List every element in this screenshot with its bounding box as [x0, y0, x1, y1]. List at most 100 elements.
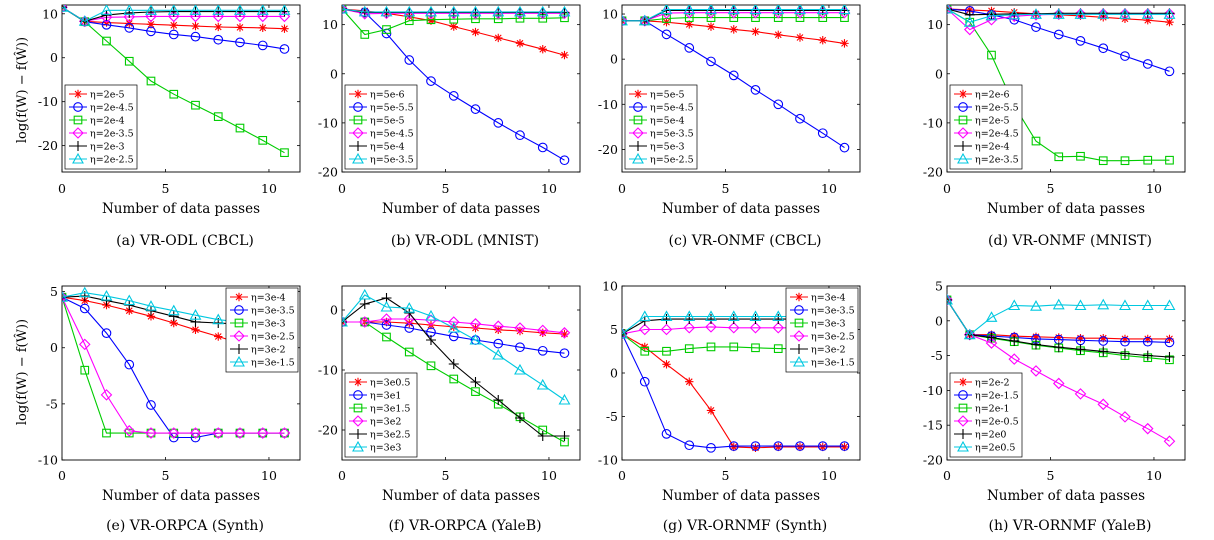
series-line — [622, 20, 845, 149]
legend-marker — [72, 127, 84, 139]
data-point — [750, 314, 761, 325]
data-point — [214, 332, 223, 341]
data-point — [1163, 435, 1176, 447]
legend-entry: η=3e-2 — [251, 344, 286, 355]
data-point — [234, 427, 246, 439]
data-point — [492, 348, 505, 360]
data-point — [403, 302, 416, 313]
data-point — [838, 5, 851, 15]
legend-marker — [353, 115, 363, 125]
legend-entry: η=2e-3.5 — [975, 154, 1019, 165]
data-point — [1142, 59, 1153, 69]
data-point — [191, 21, 200, 31]
x-tick-label: 10 — [821, 468, 837, 483]
data-point — [1054, 152, 1064, 162]
x-tick-label: 10 — [261, 468, 277, 483]
data-point — [774, 30, 783, 39]
chart-panel: 0 5 10 -20 -10 0 η=3e0.5 η=3e1 η=3e1.5 η=3e2 η=3e2… — [318, 285, 581, 534]
data-point — [538, 45, 547, 54]
data-point — [772, 321, 785, 334]
data-point — [382, 332, 391, 342]
legend-entry: η=3e-2 — [811, 344, 846, 355]
data-point — [987, 50, 996, 60]
data-point — [447, 5, 460, 17]
legend-marker — [73, 89, 83, 99]
data-point — [167, 427, 180, 439]
data-point — [189, 427, 202, 439]
data-point — [661, 29, 672, 40]
legend-marker — [958, 377, 968, 387]
legend-entry: η=3e-3.5 — [811, 305, 855, 316]
data-point — [683, 5, 696, 15]
data-point — [125, 306, 134, 315]
data-point — [685, 377, 694, 386]
legend-marker — [352, 415, 364, 427]
legend-entry: η=3e-2.5 — [251, 331, 295, 342]
legend-marker — [353, 377, 363, 387]
data-point — [705, 5, 717, 15]
x-tick-label: 0 — [58, 181, 66, 196]
data-point — [280, 24, 289, 33]
data-point — [101, 19, 112, 30]
data-point — [449, 374, 459, 384]
series-line — [342, 8, 565, 13]
data-point — [684, 43, 695, 53]
data-point — [986, 332, 997, 343]
legend-entry: η=3e-1.5 — [251, 357, 295, 368]
data-point — [514, 5, 526, 17]
data-point — [963, 23, 976, 36]
series-line — [342, 321, 565, 443]
series-line — [62, 6, 285, 50]
data-point — [839, 142, 850, 153]
data-point — [727, 310, 740, 322]
legend-entry: η=3e-3 — [811, 318, 846, 329]
data-point — [558, 327, 571, 339]
data-point — [1164, 337, 1175, 348]
data-point — [817, 441, 828, 451]
legend-entry: η=2e-1 — [975, 403, 1010, 414]
x-tick-label: 10 — [261, 181, 277, 196]
x-axis-label: Number of data passes — [382, 488, 540, 504]
y-tick-label: -5 — [931, 348, 943, 363]
legend-marker — [958, 390, 968, 400]
data-point — [1031, 332, 1041, 342]
data-point — [62, 5, 68, 13]
series-line — [947, 8, 1170, 162]
data-point — [1099, 334, 1108, 343]
data-point — [1074, 299, 1087, 311]
legend-marker — [234, 344, 244, 354]
data-point — [190, 31, 201, 42]
legend-entry: η=3e3 — [370, 442, 401, 453]
y-tick-label: -10 — [318, 115, 338, 130]
chart-panel: 0 5 10 -10 -5 0 5 10 η=3e-4 η=3e-3.5 η=3e-3 η=3e-2.… — [598, 279, 861, 534]
data-point — [985, 13, 998, 26]
data-point — [1120, 156, 1130, 166]
legend-marker — [73, 141, 83, 151]
data-point — [750, 441, 761, 451]
data-point — [1098, 336, 1109, 346]
data-point — [78, 15, 91, 26]
data-point — [728, 441, 739, 451]
data-point — [751, 443, 760, 453]
subfigure-caption: (h) VR-ORNMF (YaleB) — [988, 518, 1151, 534]
y-tick-label: 10 — [322, 17, 338, 32]
data-point — [660, 310, 673, 322]
legend-entry: η=3e1.5 — [370, 403, 410, 414]
data-point — [683, 310, 696, 322]
legend-marker — [352, 440, 364, 452]
data-point — [469, 318, 482, 330]
legend-marker — [352, 127, 364, 139]
data-point — [123, 11, 136, 23]
data-point — [493, 118, 504, 128]
x-tick-label: 0 — [58, 468, 66, 483]
data-point — [101, 10, 112, 21]
data-point — [514, 363, 526, 375]
legend-entry: η=3e0.5 — [370, 377, 410, 388]
series-line — [622, 8, 845, 22]
data-point — [622, 327, 628, 339]
x-tick-label: 10 — [541, 181, 557, 196]
x-tick-label: 0 — [618, 468, 626, 483]
legend-entry: η=3e-1.5 — [811, 357, 855, 368]
data-point — [1076, 334, 1085, 343]
data-point — [425, 5, 437, 17]
